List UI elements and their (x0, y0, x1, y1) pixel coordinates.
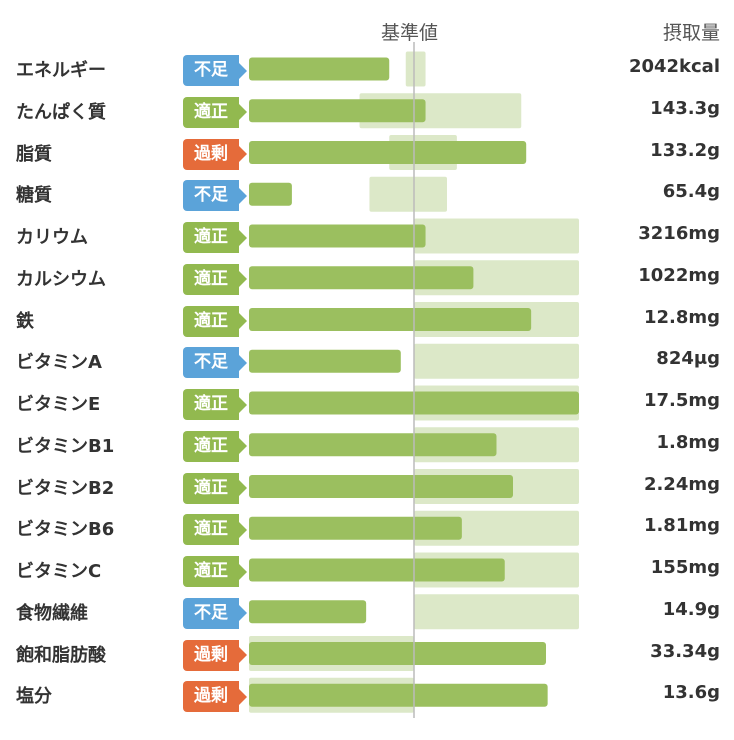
reference-range-band (414, 343, 579, 379)
status-badge: 適正 (183, 222, 247, 253)
reference-range-band (414, 218, 579, 254)
status-badge: 過剰 (183, 138, 247, 170)
status-badge: 不足 (183, 180, 247, 212)
reference-range-band (405, 51, 426, 87)
intake-value: 824μg (656, 348, 720, 370)
nutrient-name: ビタミンB6 (16, 519, 115, 541)
nutrient-name: 鉄 (16, 310, 34, 332)
intake-value: 65.4g (662, 181, 720, 203)
intake-header: 摂取量 (662, 22, 720, 44)
intake-bar (249, 57, 390, 81)
chart-row: 食物繊維 不足 14.9g (0, 591, 734, 633)
chart-row: たんぱく質 適正 143.3g (0, 90, 734, 132)
nutrient-name: ビタミンB2 (16, 477, 115, 499)
nutrient-name: ビタミンB1 (16, 435, 115, 457)
intake-value: 13.6g (662, 682, 720, 704)
intake-value: 2042kcal (628, 56, 720, 77)
chart-row: 糖質 不足 65.4g (0, 173, 734, 215)
status-badge: 適正 (183, 96, 247, 128)
nutrient-name: ビタミンE (16, 394, 101, 415)
status-badge: 過剰 (183, 639, 247, 671)
intake-bar (249, 308, 532, 331)
intake-bar (249, 558, 505, 582)
status-badge: 不足 (183, 347, 247, 379)
intake-bar (249, 266, 474, 290)
chart-row: ビタミンC 適正 155mg (0, 549, 734, 591)
nutrient-name: カリウム (16, 227, 88, 248)
chart-row: 飽和脂肪酸 過剰 33.34g (0, 633, 734, 675)
reference-header: 基準値 (381, 22, 439, 44)
intake-bar (249, 475, 513, 498)
nutrient-name: ビタミンA (16, 352, 102, 374)
status-badge: 適正 (183, 556, 247, 587)
intake-value: 143.3g (650, 97, 720, 119)
intake-value: 1.81mg (643, 515, 720, 537)
intake-value: 17.5mg (643, 390, 720, 411)
intake-value: 1.8mg (656, 431, 720, 453)
status-badge: 適正 (183, 472, 247, 504)
intake-value: 14.9g (662, 598, 720, 620)
chart-row: ビタミンB1 適正 1.8mg (0, 424, 734, 466)
reference-range-band (414, 594, 579, 630)
nutrient-name: ビタミンC (16, 561, 102, 582)
chart-row: エネルギー 不足 2042kcal (0, 48, 734, 90)
chart-row: ビタミンA 不足 824μg (0, 340, 734, 382)
intake-bar (249, 141, 527, 164)
intake-bar (249, 99, 426, 123)
intake-bar (249, 600, 367, 624)
chart-row: 脂質 過剰 133.2g (0, 132, 734, 174)
nutrient-name: たんぱく質 (16, 101, 106, 123)
chart-row: カリウム 適正 3216mg (0, 215, 734, 257)
intake-value: 2.24mg (643, 473, 720, 495)
status-badge: 適正 (183, 305, 247, 337)
status-badge: 不足 (183, 55, 247, 86)
status-badge: 適正 (183, 263, 247, 295)
intake-value: 3216mg (638, 223, 720, 244)
chart-row: ビタミンB2 適正 2.24mg (0, 466, 734, 508)
intake-bar (249, 683, 548, 707)
nutrient-name: 脂質 (16, 143, 52, 165)
nutrient-name: 飽和脂肪酸 (16, 644, 106, 666)
intake-value: 33.34g (650, 640, 720, 662)
intake-bar (249, 642, 546, 665)
chart-row: カルシウム 適正 1022mg (0, 257, 734, 299)
status-badge: 過剰 (183, 681, 247, 713)
nutrient-name: カルシウム (16, 268, 106, 290)
chart-row: ビタミンB6 適正 1.81mg (0, 507, 734, 549)
chart-row: ビタミンE 適正 17.5mg (0, 382, 734, 424)
intake-value: 1022mg (638, 264, 720, 286)
intake-bar (249, 224, 426, 248)
intake-value: 155mg (650, 557, 720, 578)
status-badge: 適正 (183, 514, 247, 546)
reference-range-band (369, 176, 447, 212)
status-badge: 適正 (183, 389, 247, 420)
intake-value: 12.8mg (643, 306, 720, 328)
intake-bar (249, 433, 497, 457)
chart-row: 塩分 過剰 13.6g (0, 674, 734, 716)
intake-bar (249, 349, 401, 373)
nutrient-name: エネルギー (16, 60, 106, 81)
nutrient-name: 糖質 (16, 185, 52, 207)
chart-row: 鉄 適正 12.8mg (0, 299, 734, 341)
intake-value: 133.2g (650, 139, 720, 161)
intake-bar (249, 182, 292, 206)
status-badge: 適正 (183, 430, 247, 462)
intake-bar (249, 516, 462, 540)
nutrient-name: 塩分 (16, 686, 52, 708)
nutrient-name: 食物繊維 (16, 602, 88, 624)
status-badge: 不足 (183, 597, 247, 629)
